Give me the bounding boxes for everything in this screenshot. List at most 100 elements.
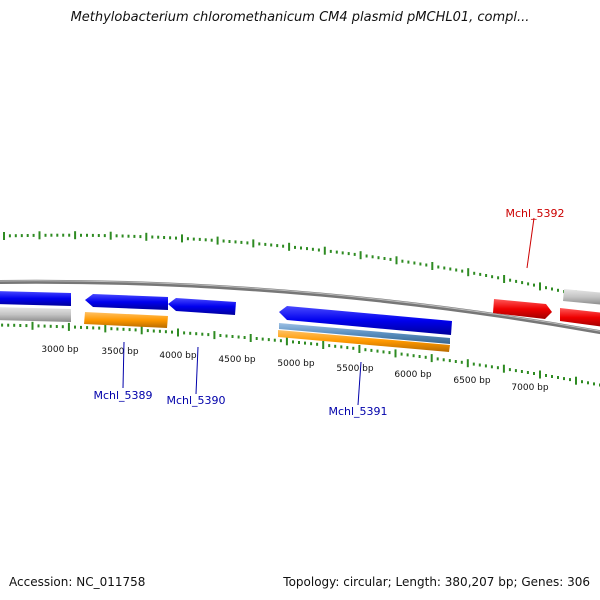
outer-minor-tick [210,238,213,242]
inner-minor-tick [472,362,475,366]
label-leader-mchl-5389 [122,341,125,389]
inner-minor-tick [424,355,427,359]
outer-minor-tick [329,249,332,253]
inner-minor-tick [298,341,300,344]
feature-grey-right[interactable] [563,289,600,305]
outer-minor-tick [300,246,302,250]
outer-minor-tick [389,257,392,261]
outer-minor-tick [533,283,535,287]
topology-summary-text: Topology: circular; Length: 380,207 bp; … [283,575,590,589]
outer-minor-tick [413,261,416,265]
outer-minor-tick [473,271,476,275]
outer-minor-tick [527,282,530,286]
gene-label-mchl-5389[interactable]: Mchl_5389 [93,389,152,402]
inner-major-tick [67,322,70,331]
outer-major-tick [38,231,41,240]
inner-minor-tick [490,365,493,369]
inner-minor-tick [19,324,22,327]
inner-minor-tick [551,375,553,378]
gene-label-mchl-5392[interactable]: Mchl_5392 [505,207,564,220]
outer-minor-tick [264,242,267,246]
outer-minor-tick [311,247,314,251]
scale-label: 3500 bp [101,347,138,357]
outer-major-tick [359,251,362,260]
outer-minor-tick [56,233,59,237]
inner-minor-tick [110,327,113,331]
outer-major-tick [467,268,470,277]
outer-minor-tick [347,252,350,256]
inner-minor-tick [261,337,264,341]
inner-minor-tick [134,328,137,332]
outer-minor-tick [491,275,494,279]
gene-label-mchl-5390[interactable]: Mchl_5390 [166,394,225,407]
inner-minor-tick [593,382,595,386]
outer-minor-tick [139,235,142,239]
inner-minor-tick [61,325,64,329]
inner-minor-tick [316,342,319,346]
outer-minor-tick [341,251,344,255]
inner-minor-tick [189,331,192,335]
feature-red-right[interactable] [560,308,600,327]
inner-minor-tick [1,323,4,327]
outer-minor-tick [317,248,320,252]
inner-major-tick [213,331,216,340]
inner-minor-tick [243,336,246,339]
inner-minor-tick [569,378,571,382]
outer-minor-tick [401,259,404,263]
inner-minor-tick [122,327,125,331]
inner-minor-tick [460,360,463,364]
gene-arrow-left-edge[interactable] [0,291,71,306]
outer-major-tick [252,239,255,248]
inner-minor-tick [292,340,294,344]
feature-steel-mchl-5391[interactable] [279,323,450,344]
inner-minor-tick [171,330,173,334]
outer-minor-tick [44,233,47,237]
inner-minor-tick [158,329,161,333]
scale-label: 4500 bp [218,355,255,365]
gene-arrow-mchl-5390[interactable] [168,298,236,315]
outer-minor-tick [103,234,106,238]
outer-minor-tick [186,237,189,241]
inner-major-tick [394,349,397,358]
feature-grey-left[interactable] [0,307,71,322]
gene-arrow-mchl-5389[interactable] [85,294,168,310]
outer-minor-tick [234,240,237,244]
outer-minor-tick [169,236,172,240]
outer-major-tick [539,282,541,291]
inner-minor-tick [328,344,331,348]
outer-minor-tick [240,240,243,244]
outer-minor-tick [282,244,285,248]
outer-minor-tick [228,240,231,243]
outer-major-tick [503,275,506,283]
outer-minor-tick [545,286,547,290]
feature-orange-mchl-5389[interactable] [84,312,168,328]
label-leader-mchl-5390 [195,346,199,395]
inner-major-tick [140,326,143,335]
plasmid-backbone-highlight [0,280,600,332]
inner-minor-tick [92,326,95,330]
scale-label: 7000 bp [511,383,548,393]
outer-major-tick [431,262,434,270]
inner-minor-tick [7,323,10,327]
outer-tick-track [3,231,600,302]
inner-tick-track [1,321,600,387]
outer-minor-tick [497,276,500,280]
gene-label-mchl-5391[interactable]: Mchl_5391 [328,405,387,418]
outer-minor-tick [294,245,296,249]
inner-minor-tick [478,363,481,367]
plasmid-backbone [0,279,600,335]
outer-minor-tick [20,234,23,238]
inner-major-tick [430,354,433,363]
inner-minor-tick [304,341,306,345]
inner-minor-tick [267,338,270,342]
gene-arrow-mchl-5391[interactable] [279,306,452,335]
outer-minor-tick [151,235,154,239]
outer-minor-tick [383,257,386,260]
feature-orange-mchl-5391[interactable] [278,330,450,352]
outer-minor-tick [371,255,374,259]
inner-minor-tick [98,326,101,330]
inner-minor-tick [207,333,210,337]
outer-minor-tick [551,287,553,291]
gene-arrow-mchl-5392[interactable] [493,299,552,319]
